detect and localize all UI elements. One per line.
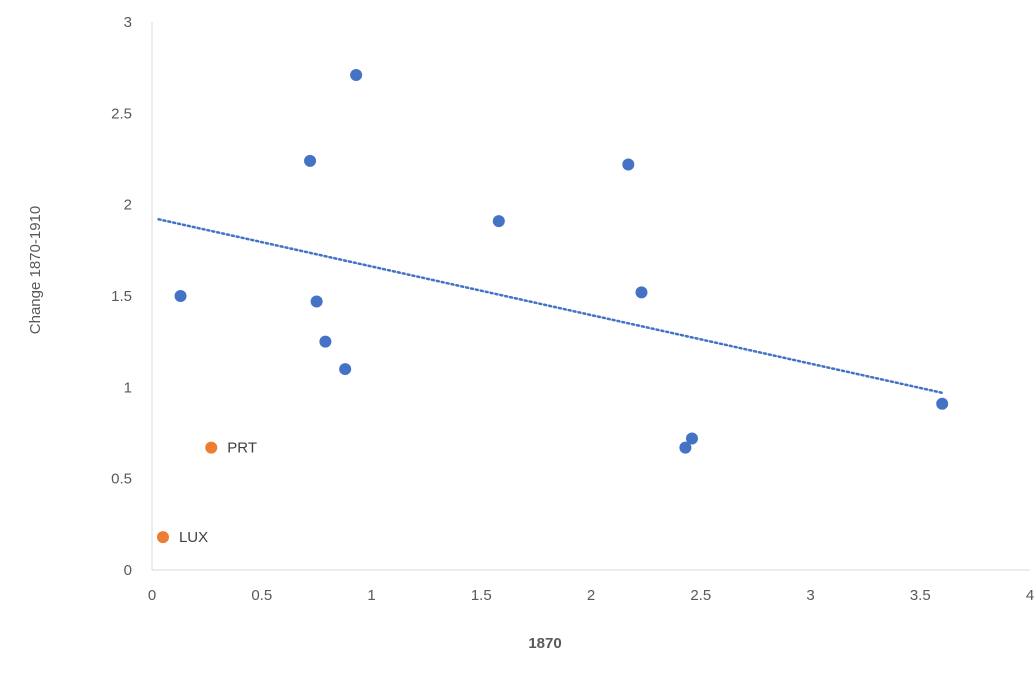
y-tick-label: 0.5 (111, 471, 132, 488)
data-point (622, 158, 635, 171)
data-point (679, 441, 692, 454)
x-tick-label: 0 (148, 587, 156, 604)
y-axis-title: Change 1870-1910 (27, 206, 44, 334)
point-labels-layer: PRT LUX (179, 440, 257, 547)
trendline (157, 218, 944, 395)
points-layer (156, 68, 949, 544)
x-tick-label: 1.5 (471, 587, 492, 604)
data-point (310, 295, 323, 308)
y-tick-label: 2 (124, 197, 132, 214)
x-tick-label: 1 (367, 587, 375, 604)
x-tick-label: 3 (806, 587, 814, 604)
data-point (635, 286, 648, 299)
x-axis-title: 1870 (528, 635, 561, 652)
data-point (319, 335, 332, 348)
y-tick-label: 1.5 (111, 288, 132, 305)
x-tick-label: 4 (1026, 587, 1034, 604)
highlight-data-point (156, 531, 169, 544)
tick-labels-layer: 0 0.5 1 1.5 2 2.5 3 3.5 4 0 0.5 1 1.5 2 2.5 3 (111, 14, 1034, 604)
data-point (174, 290, 187, 302)
data-point (492, 215, 505, 228)
data-point (350, 68, 363, 81)
data-point (304, 154, 317, 167)
point-label-prt: PRT (227, 440, 257, 457)
axes-layer (151, 22, 1030, 571)
y-tick-label: 3 (124, 14, 132, 31)
highlight-data-point (205, 441, 218, 454)
x-tick-label: 2.5 (690, 587, 711, 604)
point-label-lux: LUX (179, 529, 208, 546)
trendline-layer (157, 218, 944, 395)
y-tick-label: 1 (124, 379, 132, 396)
x-tick-label: 2 (587, 587, 595, 604)
x-tick-label: 3.5 (910, 587, 931, 604)
data-point (936, 397, 949, 410)
data-point (685, 432, 698, 445)
x-tick-label: 0.5 (251, 587, 272, 604)
y-tick-label: 2.5 (111, 105, 132, 122)
y-tick-label: 0 (124, 562, 132, 579)
data-point (339, 363, 352, 376)
